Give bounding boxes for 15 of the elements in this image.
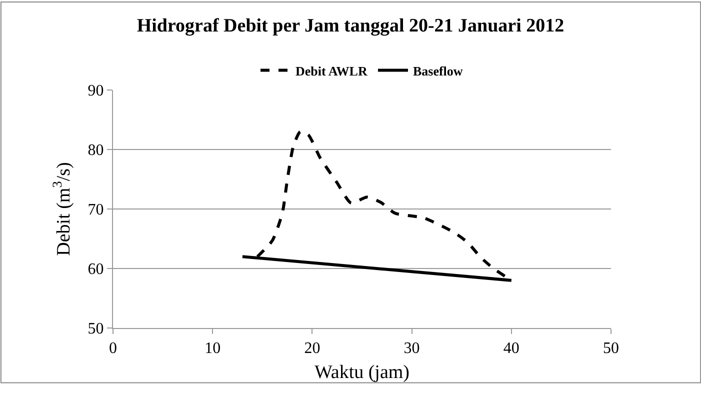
y-tick-label: 70 bbox=[88, 202, 104, 219]
x-tick-label: 20 bbox=[304, 340, 320, 358]
legend-label: Debit AWLR bbox=[296, 63, 368, 78]
x-tick-label: 50 bbox=[603, 340, 619, 358]
x-axis-title: Waktu (jam) bbox=[314, 362, 410, 383]
chart-title: Hidrograf Debit per Jam tanggal 20-21 Januari 2012 bbox=[136, 15, 564, 36]
x-tick-label: 10 bbox=[204, 340, 221, 358]
x-tick-label: 0 bbox=[109, 340, 117, 358]
y-tick-label: 90 bbox=[88, 82, 104, 100]
y-tick-label: 60 bbox=[88, 261, 104, 278]
y-tick-label: 50 bbox=[88, 320, 104, 338]
x-tick-label: 40 bbox=[503, 340, 520, 358]
x-tick-label: 30 bbox=[404, 340, 420, 358]
y-tick-label: 80 bbox=[88, 142, 104, 160]
legend-label: Baseflow bbox=[412, 63, 464, 78]
